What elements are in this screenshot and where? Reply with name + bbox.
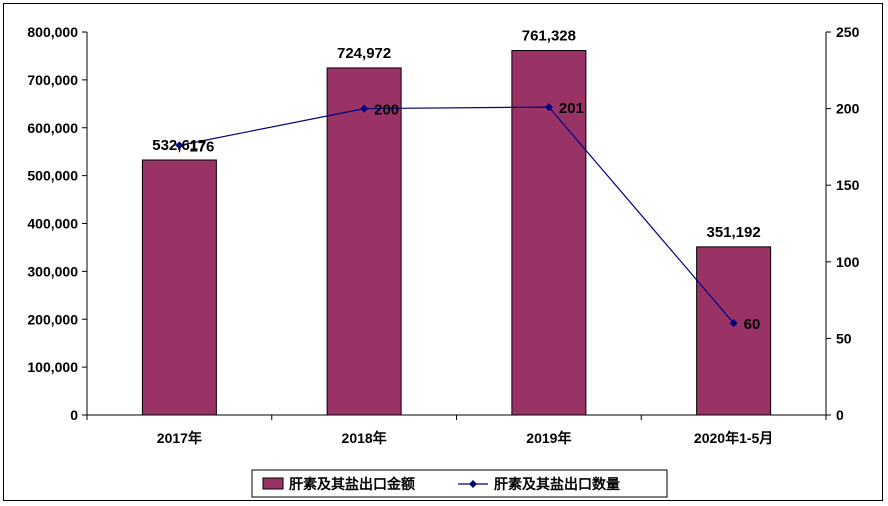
line-value-label-1: 200 <box>374 102 399 119</box>
left-tick-label-1: 100,000 <box>27 359 78 375</box>
x-tick-label-3: 2020年1-5月 <box>694 430 773 446</box>
quantity-marker-1 <box>360 104 369 113</box>
quantity-marker-2 <box>544 103 553 112</box>
left-tick-label-4: 400,000 <box>27 216 78 232</box>
bar-value-label-0: 532,617 <box>152 137 206 154</box>
right-tick-label-4: 200 <box>836 101 860 117</box>
x-tick-label-1: 2018年 <box>342 430 387 446</box>
line-value-label-3: 60 <box>744 316 761 333</box>
left-tick-label-2: 200,000 <box>27 311 78 327</box>
right-tick-label-1: 50 <box>836 330 852 346</box>
legend-bar-swatch <box>262 477 284 490</box>
bar-2 <box>511 50 587 416</box>
right-tick-label-2: 100 <box>836 254 860 270</box>
left-tick-label-6: 600,000 <box>27 120 78 136</box>
bar-3 <box>696 246 772 416</box>
bar-value-label-1: 724,972 <box>337 45 391 62</box>
right-tick-label-0: 0 <box>836 407 844 423</box>
x-tick-label-0: 2017年 <box>157 430 202 446</box>
left-tick-label-8: 800,000 <box>27 24 78 40</box>
quantity-marker-3 <box>729 319 738 328</box>
quantity-line <box>179 106 735 324</box>
left-tick-label-0: 0 <box>70 407 78 423</box>
x-tick-label-2: 2019年 <box>526 430 571 446</box>
bar-value-label-2: 761,328 <box>522 28 576 45</box>
left-tick-label-3: 300,000 <box>27 263 78 279</box>
right-tick-label-3: 150 <box>836 177 860 193</box>
quantity-marker-0 <box>175 141 184 150</box>
left-tick-label-7: 700,000 <box>27 72 78 88</box>
left-tick-label-5: 500,000 <box>27 168 78 184</box>
line-value-label-2: 201 <box>559 100 584 117</box>
legend-line-marker <box>469 480 477 488</box>
legend-bar-label: 肝素及其盐出口金额 <box>289 476 415 493</box>
bar-1 <box>326 67 402 416</box>
bar-value-label-3: 351,192 <box>707 224 761 241</box>
line-value-label-0: 176 <box>189 138 214 155</box>
bar-0 <box>141 159 217 416</box>
right-tick-label-5: 250 <box>836 24 860 40</box>
legend-line-label: 肝素及其盐出口数量 <box>494 476 620 493</box>
